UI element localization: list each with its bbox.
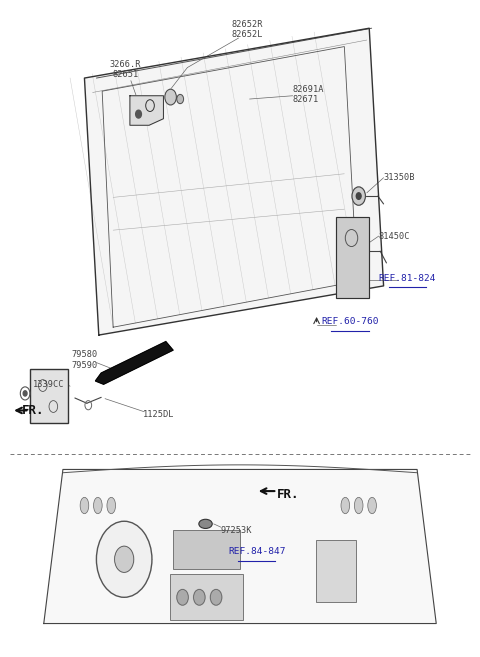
- Circle shape: [177, 95, 183, 104]
- Text: 3266.R
82651: 3266.R 82651: [109, 60, 141, 79]
- Circle shape: [193, 589, 205, 605]
- Circle shape: [96, 521, 152, 597]
- Circle shape: [136, 110, 142, 118]
- Polygon shape: [44, 470, 436, 623]
- Circle shape: [210, 589, 222, 605]
- Text: 82652R
82652L: 82652R 82652L: [231, 20, 263, 39]
- FancyBboxPatch shape: [316, 540, 356, 602]
- Text: 82691A
82671: 82691A 82671: [293, 85, 324, 104]
- Polygon shape: [96, 342, 173, 384]
- Circle shape: [177, 589, 188, 605]
- FancyBboxPatch shape: [336, 217, 369, 298]
- Ellipse shape: [94, 497, 102, 514]
- Text: 1339CC: 1339CC: [33, 380, 64, 389]
- Text: FR.: FR.: [276, 488, 299, 501]
- Ellipse shape: [341, 497, 349, 514]
- FancyBboxPatch shape: [30, 369, 68, 423]
- Circle shape: [165, 89, 176, 105]
- Text: FR.: FR.: [22, 404, 45, 417]
- Text: 81450C: 81450C: [379, 231, 410, 240]
- Polygon shape: [84, 28, 384, 335]
- Circle shape: [352, 187, 365, 205]
- Circle shape: [115, 546, 134, 572]
- Ellipse shape: [107, 497, 116, 514]
- Text: REF.60-760: REF.60-760: [321, 317, 379, 327]
- Circle shape: [356, 193, 361, 199]
- Text: REF.84-847: REF.84-847: [228, 547, 286, 556]
- Ellipse shape: [199, 519, 212, 528]
- Polygon shape: [130, 96, 163, 125]
- Ellipse shape: [80, 497, 89, 514]
- Text: 31350B: 31350B: [384, 173, 415, 182]
- Text: 1125DL: 1125DL: [143, 410, 174, 419]
- Text: 79580
79590: 79580 79590: [72, 350, 97, 370]
- FancyBboxPatch shape: [173, 530, 240, 569]
- FancyBboxPatch shape: [169, 574, 243, 620]
- Circle shape: [23, 391, 27, 396]
- Text: 97253K: 97253K: [221, 526, 252, 535]
- Ellipse shape: [368, 497, 376, 514]
- Ellipse shape: [354, 497, 363, 514]
- Text: REF.81-824: REF.81-824: [379, 273, 436, 283]
